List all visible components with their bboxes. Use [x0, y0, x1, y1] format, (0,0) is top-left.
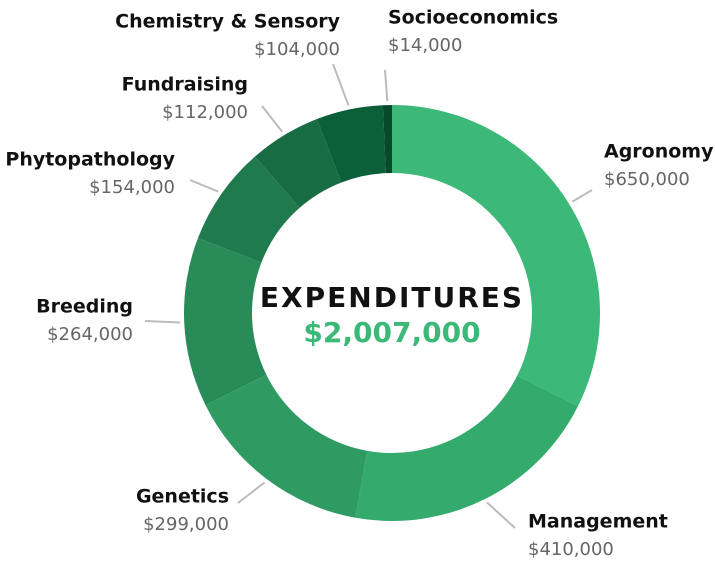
value-label: $410,000: [528, 539, 614, 560]
value-label: $264,000: [47, 324, 133, 345]
leader-line: [144, 320, 181, 324]
value-label: $154,000: [89, 177, 175, 198]
leader-line: [384, 69, 389, 102]
leader-line: [332, 63, 350, 106]
category-label: Management: [528, 511, 668, 533]
value-label: $104,000: [254, 39, 340, 60]
donut-segment: [205, 374, 368, 518]
center-title: EXPENDITURES: [260, 281, 524, 314]
value-label: $650,000: [604, 169, 690, 190]
category-label: Genetics: [136, 486, 229, 508]
donut-segment: [197, 156, 300, 263]
value-label: $14,000: [388, 35, 462, 56]
donut-segment: [355, 375, 578, 521]
category-label: Chemistry & Sensory: [115, 11, 340, 33]
leader-line: [237, 481, 266, 504]
category-label: Breeding: [36, 296, 133, 318]
category-label: Phytopathology: [5, 149, 175, 171]
center-total: $2,007,000: [303, 316, 480, 349]
leader-line: [571, 189, 593, 203]
donut-segment: [184, 238, 267, 405]
value-label: $299,000: [143, 514, 229, 535]
leader-line: [261, 105, 283, 133]
category-label: Fundraising: [122, 74, 248, 96]
category-label: Socioeconomics: [388, 7, 558, 29]
category-label: Agronomy: [604, 141, 714, 163]
donut-segment: [392, 105, 600, 407]
donut-segment: [382, 105, 392, 174]
leader-line: [189, 179, 219, 193]
donut-segment: [316, 105, 386, 183]
leader-line: [486, 501, 516, 529]
donut-segment: [254, 119, 342, 208]
value-label: $112,000: [162, 102, 248, 123]
